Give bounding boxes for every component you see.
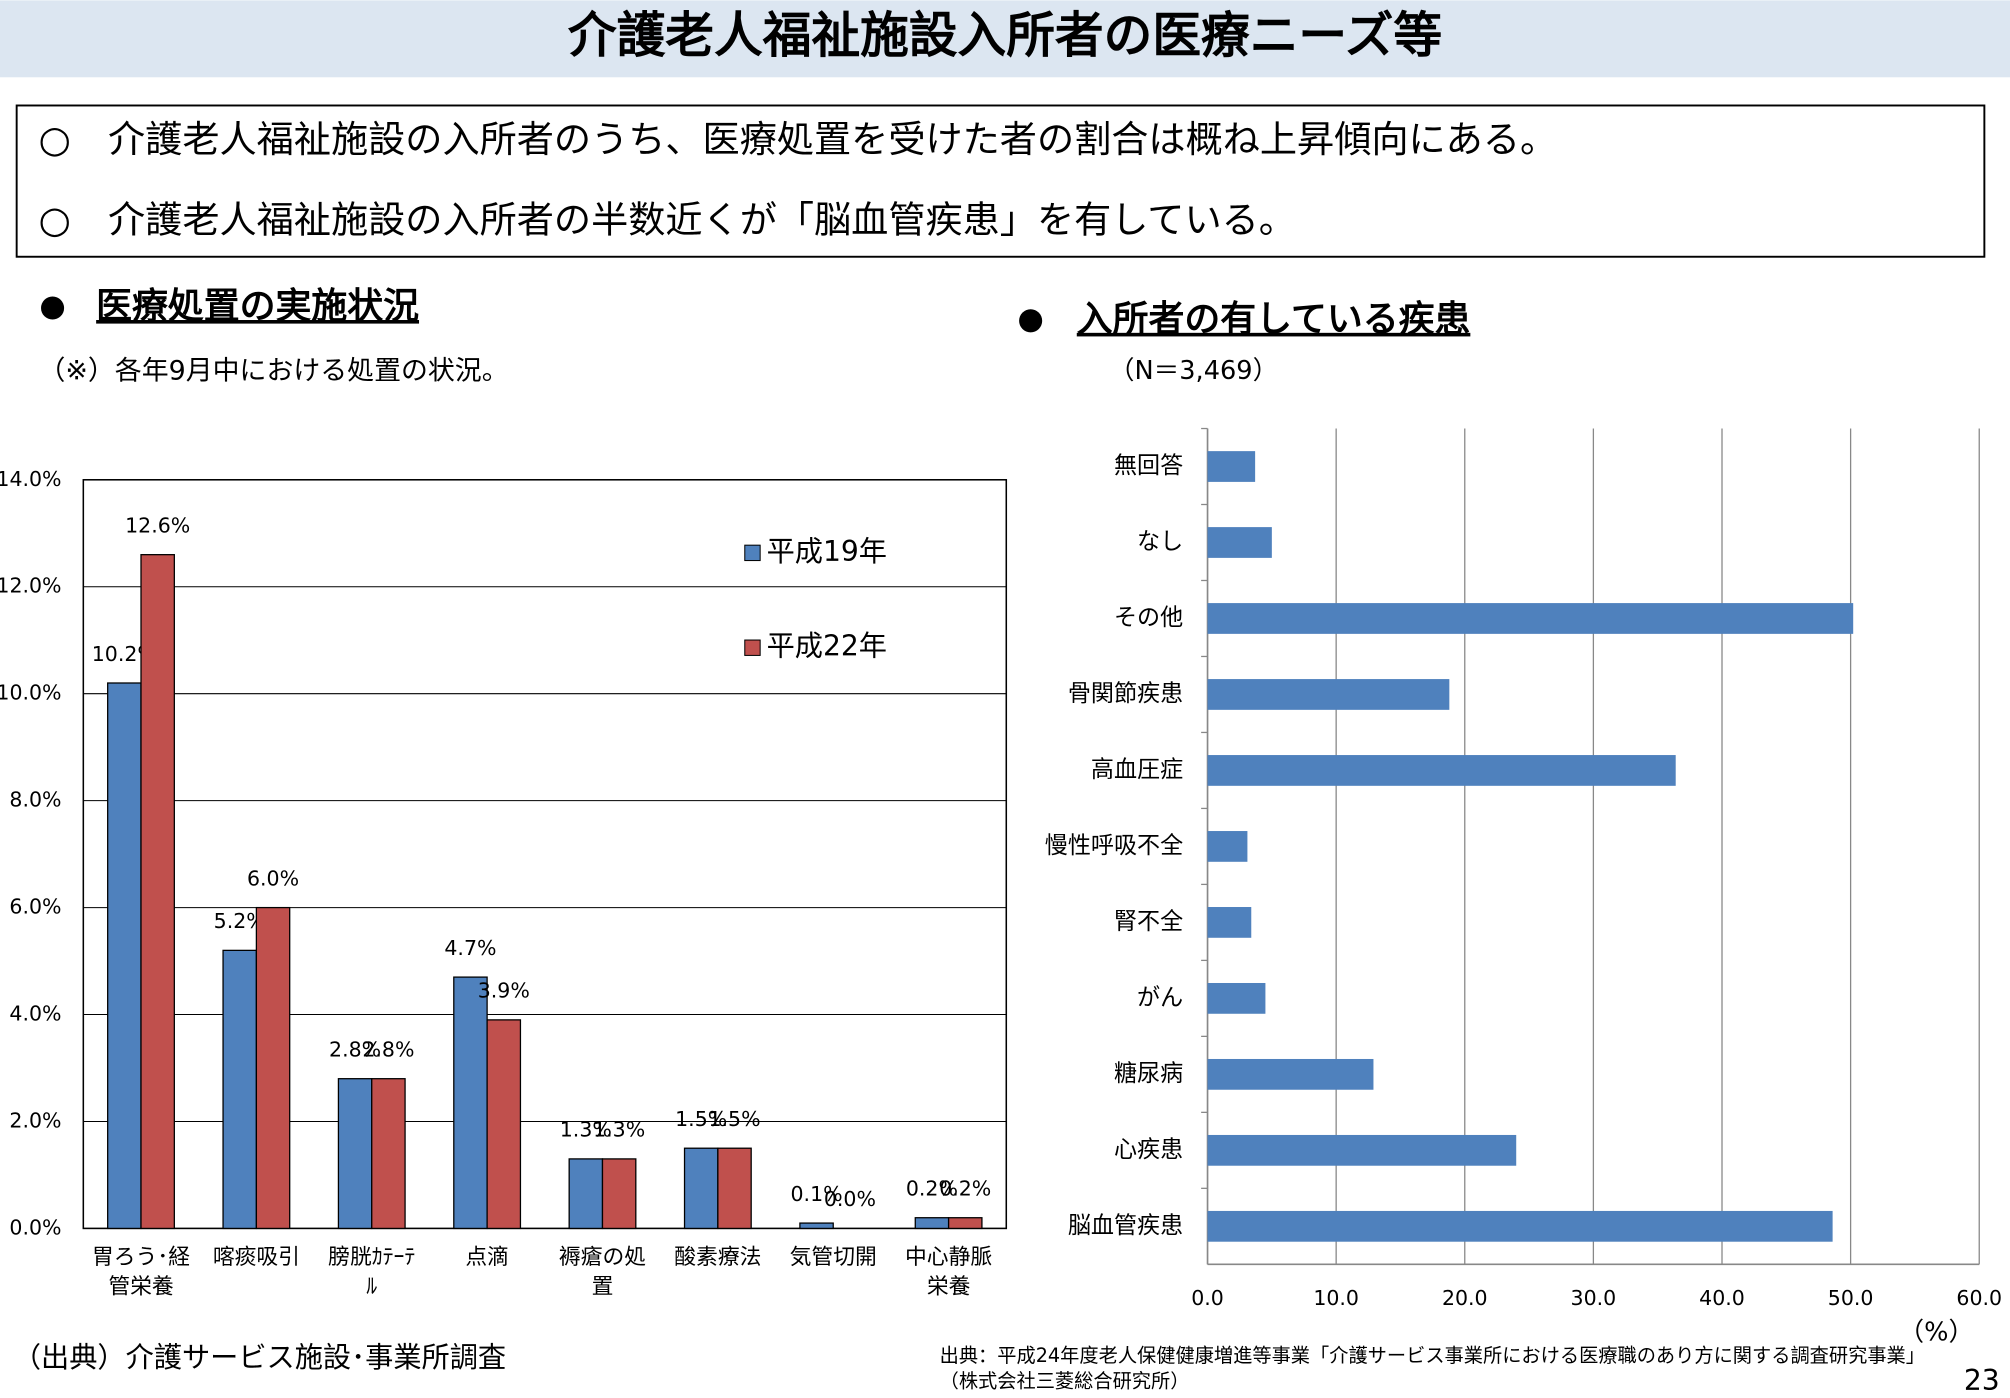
x-tick-label: 点滴: [465, 1245, 509, 1270]
x-tick-label: 酸素療法: [674, 1245, 761, 1270]
y-tick-label: がん: [1137, 985, 1183, 1011]
bullet-dot: [41, 296, 65, 320]
plot-frame: [82, 479, 1008, 1230]
bar: [107, 682, 142, 1230]
y-tick-label: 高血圧症: [1091, 757, 1183, 783]
y-tick-label: 8.0%: [9, 788, 61, 812]
source: 出典：平成24年度老人保健健康増進等事業「介護サービス事業所における医療職のあり…: [940, 1344, 1925, 1367]
chart-subtitle: （N＝3,469）: [1109, 356, 1278, 386]
y-tick-label: 10.0%: [0, 681, 62, 705]
page-title: 介護老人福祉施設入所者の医療ニーズ等: [568, 8, 1442, 64]
data-label: 0.0%: [824, 1187, 876, 1211]
x-tick-label: 0.0: [1191, 1286, 1224, 1310]
data-label: 12.6%: [125, 513, 190, 537]
x-tick-label: 中心静脈栄養: [905, 1245, 992, 1299]
bar: [1207, 1058, 1374, 1090]
y-tick-label: 4.0%: [9, 1002, 61, 1026]
x-tick-label: 喀痰吸引: [213, 1245, 300, 1270]
bar: [1207, 603, 1854, 634]
x-tick-label: 10.0: [1313, 1286, 1359, 1310]
data-label: 6.0%: [247, 866, 299, 890]
bullet-dot: [1019, 309, 1043, 333]
x-tick-label: 60.0: [1956, 1286, 2002, 1310]
bar: [568, 1158, 604, 1230]
y-tick-label: 腎不全: [1114, 909, 1183, 935]
bullet: ○ 介護老人福祉施設の入所者のうち、医療処置を受けた者の割合は概ね上昇傾向にある…: [38, 117, 1557, 161]
y-tick-label: なし: [1137, 529, 1183, 555]
bar: [1207, 527, 1272, 558]
data-label: 1.3%: [560, 1118, 612, 1142]
summary-box: [15, 104, 1986, 258]
data-label: 4.7%: [444, 936, 496, 960]
y-tick-label: 14.0%: [0, 467, 62, 491]
bar: [914, 1217, 950, 1230]
bar: [337, 1078, 373, 1230]
y-tick-label: 骨関節疾患: [1068, 681, 1183, 707]
bar: [1207, 831, 1248, 862]
x-tick-label: 膀胱ｶﾃｰﾃﾙ: [328, 1245, 415, 1299]
x-tick-label: 気管切開: [790, 1245, 877, 1270]
y-tick-label: 0.0%: [9, 1215, 61, 1239]
bar: [1207, 907, 1252, 938]
bar: [222, 949, 258, 1230]
y-tick-label: 脳血管疾患: [1068, 1213, 1183, 1239]
x-tick-label: 20.0: [1442, 1286, 1488, 1310]
data-label: 3.9%: [478, 979, 530, 1003]
bullet: ○ 介護老人福祉施設の入所者の半数近くが「脳血管疾患」を有している。: [38, 198, 1295, 242]
source: （株式会社三菱総合研究所）: [940, 1370, 1190, 1393]
y-tick-label: 6.0%: [9, 895, 61, 919]
bar: [717, 1147, 752, 1230]
data-label: 0.1%: [791, 1182, 843, 1206]
bar: [1207, 1210, 1833, 1242]
y-tick-label: 12.0%: [0, 574, 62, 598]
y-tick-label: 無回答: [1114, 453, 1183, 479]
data-label: 1.5%: [675, 1107, 727, 1131]
data-label: 1.5%: [708, 1107, 760, 1131]
legend-swatch: [744, 639, 761, 656]
y-tick-label: 2.0%: [9, 1108, 61, 1132]
header-band: [0, 0, 2010, 78]
bar: [1207, 679, 1450, 710]
bar: [683, 1147, 719, 1230]
chart-subtitle: （※）各年9月中における処置の状況。: [38, 356, 508, 387]
bar: [140, 554, 175, 1230]
bar: [947, 1217, 983, 1230]
bar: [1207, 755, 1676, 786]
x-tick-label: 30.0: [1571, 1286, 1617, 1310]
source: （出典）介護サービス施設･事業所調査: [13, 1341, 506, 1374]
x-axis-label: （%）: [1898, 1318, 1974, 1348]
data-label: 0.2%: [939, 1177, 991, 1201]
legend-label: 平成19年: [767, 535, 887, 568]
legend-swatch: [744, 544, 761, 562]
bar: [1207, 1134, 1517, 1166]
chart-title: 入所者の有している疾患: [1077, 299, 1471, 340]
data-label: 1.3%: [593, 1118, 645, 1142]
data-label: 2.8%: [329, 1037, 381, 1061]
data-label: 0.2%: [906, 1177, 958, 1201]
y-tick-label: 慢性呼吸不全: [1045, 833, 1183, 859]
bar: [371, 1078, 406, 1230]
x-tick-label: 50.0: [1828, 1286, 1874, 1310]
bar: [799, 1222, 834, 1230]
bar: [1207, 982, 1266, 1014]
page-number: 23: [1964, 1364, 2000, 1397]
chart-title: 医療処置の実施状況: [96, 286, 419, 327]
x-tick-label: 40.0: [1699, 1286, 1745, 1310]
bar: [601, 1158, 637, 1230]
bar: [486, 1019, 522, 1230]
y-tick-label: 心疾患: [1114, 1137, 1183, 1163]
bar: [255, 906, 291, 1230]
bar: [1207, 451, 1256, 482]
data-label: 2.8%: [362, 1037, 414, 1061]
x-tick-label: 胃ろう･経管栄養: [92, 1245, 190, 1299]
legend-label: 平成22年: [767, 630, 887, 663]
bar: [453, 976, 488, 1230]
x-tick-label: 褥瘡の処置: [559, 1245, 646, 1299]
y-tick-label: 糖尿病: [1114, 1061, 1183, 1087]
y-tick-label: その他: [1114, 605, 1183, 631]
